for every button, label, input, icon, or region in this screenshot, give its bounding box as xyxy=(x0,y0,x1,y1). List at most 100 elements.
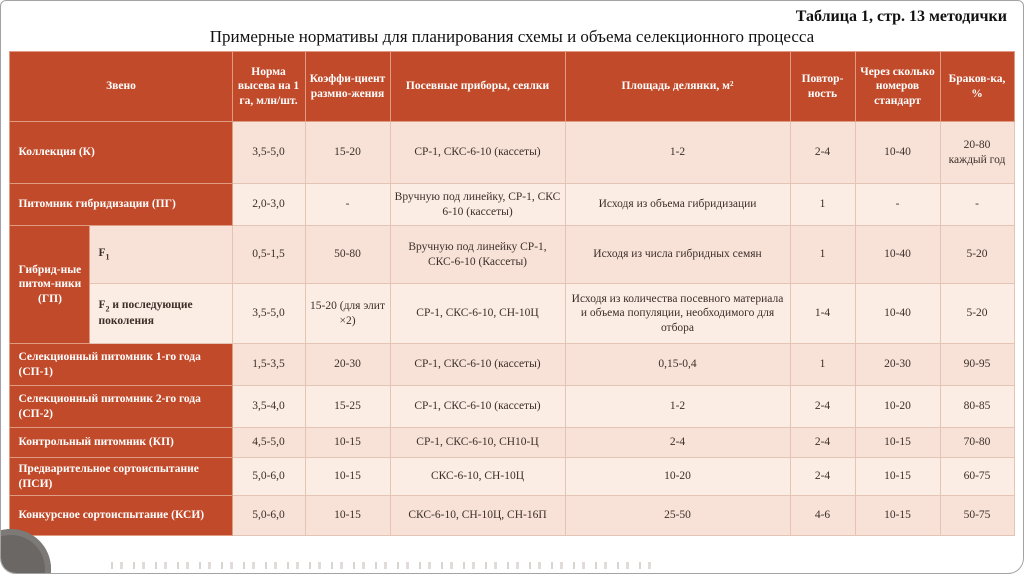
norms-table: Звено Норма высева на 1 га, млн/шт. Коэф… xyxy=(9,51,1015,536)
clipped-text-fragment xyxy=(111,562,651,569)
cell-koeff: 15-20 (для элит ×2) xyxy=(304,283,391,344)
cell-standart: 20-30 xyxy=(854,343,941,386)
cell-brakovka: 60-75 xyxy=(939,457,1015,496)
cell-ploshchad: Исходя из числа гибридных семян xyxy=(564,225,791,284)
table-row: Конкурсное сортоиспытание (КСИ) 5,0-6,0 … xyxy=(9,495,1015,536)
row-label: Предварительное сортоиспытание (ПСИ) xyxy=(9,457,233,496)
cell-pribory: СР-1, СКС-6-10 (кассеты) xyxy=(389,385,566,428)
table-row: Коллекция (К) 3,5-5,0 15-20 СР-1, СКС-6-… xyxy=(9,121,1015,184)
cell-brakovka: 80-85 xyxy=(939,385,1015,428)
cell-pribory: Вручную под линейку СР-1, СКС-6-10 (Касс… xyxy=(389,225,566,284)
table-row: Гибрид-ные питом-ники (ГП) F1 0,5-1,5 50… xyxy=(9,225,1015,344)
cell-koeff: 20-30 xyxy=(304,343,391,386)
col-header-zveno: Звено xyxy=(9,51,233,122)
cell-brakovka: 90-95 xyxy=(939,343,1015,386)
row-sublabel: F2 и последующие поколения xyxy=(89,283,233,344)
row-group-label: Гибрид-ные питом-ники (ГП) xyxy=(9,225,91,344)
cell-norma: 5,0-6,0 xyxy=(231,457,306,496)
cell-koeff: 15-20 xyxy=(304,121,391,184)
cell-brakovka: 70-80 xyxy=(939,427,1015,458)
table-header-row: Звено Норма высева на 1 га, млн/шт. Коэф… xyxy=(9,51,1015,122)
cell-ploshchad: 1-2 xyxy=(564,121,791,184)
generation-text: и последующие поколения xyxy=(98,299,193,328)
cell-brakovka: 50-75 xyxy=(939,495,1015,536)
cell-ploshchad: Исходя из объема гибридизации xyxy=(564,183,791,226)
cell-norma: 2,0-3,0 xyxy=(231,183,306,226)
cell-povtornost: 1 xyxy=(789,225,856,284)
cell-koeff: 10-15 xyxy=(304,495,391,536)
cell-pribory: СКС-6-10, СН-10Ц, СН-16П xyxy=(389,495,566,536)
cell-standart: 10-15 xyxy=(854,495,941,536)
col-header-norma: Норма высева на 1 га, млн/шт. xyxy=(231,51,306,122)
cell-pribory: СР-1, СКС-6-10, СН10-Ц xyxy=(389,427,566,458)
table-row: Селекционный питомник 1-го года (СП-1) 1… xyxy=(9,343,1015,386)
cell-povtornost: 1-4 xyxy=(789,283,856,344)
cell-standart: 10-15 xyxy=(854,457,941,496)
cell-norma: 3,5-5,0 xyxy=(231,283,306,344)
cell-povtornost: 2-4 xyxy=(789,457,856,496)
cell-ploshchad: 10-20 xyxy=(564,457,791,496)
cell-pribory: СР-1, СКС-6-10 (кассеты) xyxy=(389,121,566,184)
page-title: Примерные нормативы для планирования схе… xyxy=(209,27,815,46)
cell-povtornost: 4-6 xyxy=(789,495,856,536)
cell-standart: 10-40 xyxy=(854,283,941,344)
cell-koeff: 15-25 xyxy=(304,385,391,428)
generation-subscript: 1 xyxy=(105,252,110,262)
cell-pribory: Вручную под линейку, СР-1, СКС 6-10 (кас… xyxy=(389,183,566,226)
cell-pribory: СР-1, СКС-6-10 (кассеты) xyxy=(389,343,566,386)
row-label: Питомник гибридизации (ПГ) xyxy=(9,183,233,226)
cell-norma: 3,5-5,0 xyxy=(231,121,306,184)
row-label: Селекционный питомник 2-го года (СП-2) xyxy=(9,385,233,428)
cell-standart: 10-40 xyxy=(854,225,941,284)
cell-povtornost: 2-4 xyxy=(789,385,856,428)
generation-subscript: 2 xyxy=(105,304,110,314)
col-header-ploshchad: Площадь делянки, м² xyxy=(564,51,791,122)
cell-standart: - xyxy=(854,183,941,226)
cell-ploshchad: Исходя из количества посевного материала… xyxy=(564,283,791,344)
cell-norma: 0,5-1,5 xyxy=(231,225,306,284)
cell-norma: 1,5-3,5 xyxy=(231,343,306,386)
cell-ploshchad: 25-50 xyxy=(564,495,791,536)
table-row: F2 и последующие поколения 3,5-5,0 15-20… xyxy=(10,283,1015,344)
row-label: Конкурсное сортоиспытание (КСИ) xyxy=(9,495,233,536)
generation-symbol: F xyxy=(98,247,106,260)
row-label: Селекционный питомник 1-го года (СП-1) xyxy=(9,343,233,386)
cell-standart: 10-20 xyxy=(854,385,941,428)
cell-norma: 4,5-5,0 xyxy=(231,427,306,458)
cell-povtornost: 2-4 xyxy=(789,121,856,184)
row-sublabel: F1 xyxy=(89,225,233,284)
cell-standart: 10-15 xyxy=(854,427,941,458)
row-label: Коллекция (К) xyxy=(9,121,233,184)
cell-koeff: 10-15 xyxy=(304,457,391,496)
col-header-povtornost: Повтор-ность xyxy=(789,51,856,122)
cell-brakovka: - xyxy=(939,183,1015,226)
slide-reference: Таблица 1, стр. 13 методички xyxy=(795,8,1007,25)
cell-norma: 5,0-6,0 xyxy=(231,495,306,536)
cell-koeff: 10-15 xyxy=(304,427,391,458)
cell-koeff: - xyxy=(304,183,391,226)
cell-standart: 10-40 xyxy=(854,121,941,184)
col-header-koeff: Коэффи-циент размно-жения xyxy=(304,51,391,122)
cell-povtornost: 2-4 xyxy=(789,427,856,458)
cell-ploshchad: 1-2 xyxy=(564,385,791,428)
cell-ploshchad: 2-4 xyxy=(564,427,791,458)
cell-povtornost: 1 xyxy=(789,343,856,386)
cell-pribory: СР-1, СКС-6-10, СН-10Ц xyxy=(389,283,566,344)
col-header-standart: Через сколько номеров стандарт xyxy=(854,51,941,122)
cell-koeff: 50-80 xyxy=(304,225,391,284)
cell-brakovka: 20-80 каждый год xyxy=(939,121,1015,184)
cell-brakovka: 5-20 xyxy=(939,225,1015,284)
cell-norma: 3,5-4,0 xyxy=(231,385,306,428)
cell-povtornost: 1 xyxy=(789,183,856,226)
table-row: Питомник гибридизации (ПГ) 2,0-3,0 - Вру… xyxy=(9,183,1015,226)
col-header-pribory: Посевные приборы, сеялки xyxy=(389,51,566,122)
table-row: Контрольный питомник (КП) 4,5-5,0 10-15 … xyxy=(9,427,1015,458)
table-row: Селекционный питомник 2-го года (СП-2) 3… xyxy=(9,385,1015,428)
col-header-brakovka: Браков-ка, % xyxy=(939,51,1015,122)
cell-brakovka: 5-20 xyxy=(939,283,1015,344)
generation-symbol: F xyxy=(98,299,106,312)
cell-ploshchad: 0,15-0,4 xyxy=(564,343,791,386)
table-row: Предварительное сортоиспытание (ПСИ) 5,0… xyxy=(9,457,1015,496)
row-label: Контрольный питомник (КП) xyxy=(9,427,233,458)
